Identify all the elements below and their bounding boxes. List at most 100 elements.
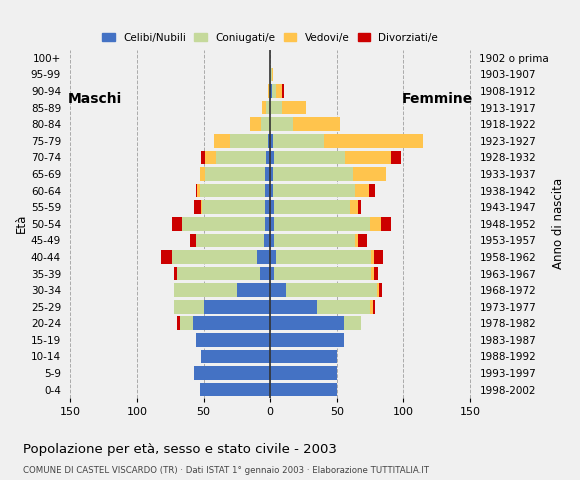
Bar bbox=[215, 134, 230, 147]
Text: COMUNE DI CASTEL VISCARDO (TR) · Dati ISTAT 1° gennaio 2003 · Elaborazione TUTTI: COMUNE DI CASTEL VISCARDO (TR) · Dati IS… bbox=[23, 466, 429, 475]
Bar bbox=[216, 151, 266, 164]
Bar bbox=[370, 300, 373, 313]
Y-axis label: Anno di nascita: Anno di nascita bbox=[552, 178, 565, 269]
Bar bbox=[269, 84, 270, 98]
Bar bbox=[260, 267, 270, 280]
Bar bbox=[201, 200, 202, 214]
Bar bbox=[270, 283, 287, 297]
Bar bbox=[195, 333, 270, 347]
Bar bbox=[282, 101, 306, 114]
Bar bbox=[202, 200, 265, 214]
Bar bbox=[379, 283, 382, 297]
Bar bbox=[270, 234, 274, 247]
Bar bbox=[194, 366, 270, 380]
Bar bbox=[369, 184, 375, 197]
Bar bbox=[194, 200, 201, 214]
Bar bbox=[265, 200, 270, 214]
Bar bbox=[271, 68, 273, 81]
Bar bbox=[205, 151, 216, 164]
Bar bbox=[266, 101, 270, 114]
Bar bbox=[172, 250, 257, 264]
Bar bbox=[201, 350, 270, 363]
Bar bbox=[200, 167, 205, 181]
Bar bbox=[345, 151, 392, 164]
Bar bbox=[381, 217, 392, 230]
Bar bbox=[270, 217, 274, 230]
Bar bbox=[271, 84, 275, 98]
Bar bbox=[356, 184, 369, 197]
Bar bbox=[270, 151, 274, 164]
Bar bbox=[195, 234, 263, 247]
Bar bbox=[266, 151, 270, 164]
Bar bbox=[358, 234, 368, 247]
Bar bbox=[270, 250, 276, 264]
Bar bbox=[200, 383, 270, 396]
Bar bbox=[201, 151, 205, 164]
Bar bbox=[350, 200, 358, 214]
Bar bbox=[195, 184, 197, 197]
Bar bbox=[270, 333, 343, 347]
Bar bbox=[265, 167, 270, 181]
Bar bbox=[270, 366, 337, 380]
Bar bbox=[270, 101, 282, 114]
Text: Femmine: Femmine bbox=[401, 92, 473, 106]
Bar bbox=[257, 250, 270, 264]
Bar bbox=[267, 84, 269, 98]
Bar bbox=[317, 300, 370, 313]
Bar bbox=[161, 250, 172, 264]
Bar bbox=[172, 217, 182, 230]
Bar bbox=[343, 316, 361, 330]
Bar bbox=[230, 134, 267, 147]
Bar bbox=[270, 184, 273, 197]
Bar bbox=[265, 184, 270, 197]
Bar bbox=[261, 118, 270, 131]
Bar bbox=[270, 267, 274, 280]
Bar bbox=[274, 151, 345, 164]
Bar bbox=[274, 217, 370, 230]
Bar bbox=[270, 200, 274, 214]
Bar bbox=[374, 267, 378, 280]
Bar bbox=[392, 151, 401, 164]
Bar bbox=[270, 350, 337, 363]
Bar bbox=[270, 383, 337, 396]
Text: Maschi: Maschi bbox=[68, 92, 122, 106]
Bar bbox=[274, 234, 356, 247]
Bar bbox=[270, 167, 273, 181]
Bar bbox=[182, 217, 265, 230]
Bar bbox=[205, 167, 265, 181]
Bar bbox=[273, 167, 353, 181]
Bar bbox=[287, 283, 377, 297]
Bar bbox=[371, 250, 374, 264]
Bar bbox=[282, 84, 284, 98]
Bar bbox=[270, 134, 273, 147]
Bar bbox=[263, 234, 270, 247]
Bar bbox=[377, 283, 379, 297]
Bar bbox=[273, 184, 356, 197]
Bar bbox=[371, 267, 374, 280]
Bar bbox=[177, 267, 260, 280]
Y-axis label: Età: Età bbox=[15, 214, 28, 233]
Bar bbox=[273, 134, 324, 147]
Bar bbox=[293, 118, 339, 131]
Bar bbox=[190, 234, 195, 247]
Bar bbox=[193, 316, 270, 330]
Bar bbox=[373, 300, 375, 313]
Text: Popolazione per età, sesso e stato civile - 2003: Popolazione per età, sesso e stato civil… bbox=[23, 443, 337, 456]
Bar bbox=[180, 316, 193, 330]
Bar bbox=[265, 217, 270, 230]
Bar bbox=[204, 300, 270, 313]
Bar bbox=[270, 316, 343, 330]
Bar bbox=[251, 118, 261, 131]
Bar bbox=[175, 267, 177, 280]
Bar bbox=[175, 300, 204, 313]
Bar bbox=[267, 134, 270, 147]
Bar bbox=[200, 184, 265, 197]
Legend: Celibi/Nubili, Coniugati/e, Vedovi/e, Divorziati/e: Celibi/Nubili, Coniugati/e, Vedovi/e, Di… bbox=[98, 29, 443, 47]
Bar bbox=[177, 316, 180, 330]
Bar bbox=[175, 283, 237, 297]
Bar bbox=[276, 84, 282, 98]
Bar bbox=[358, 200, 361, 214]
Bar bbox=[270, 68, 271, 81]
Bar bbox=[374, 250, 383, 264]
Bar bbox=[274, 200, 350, 214]
